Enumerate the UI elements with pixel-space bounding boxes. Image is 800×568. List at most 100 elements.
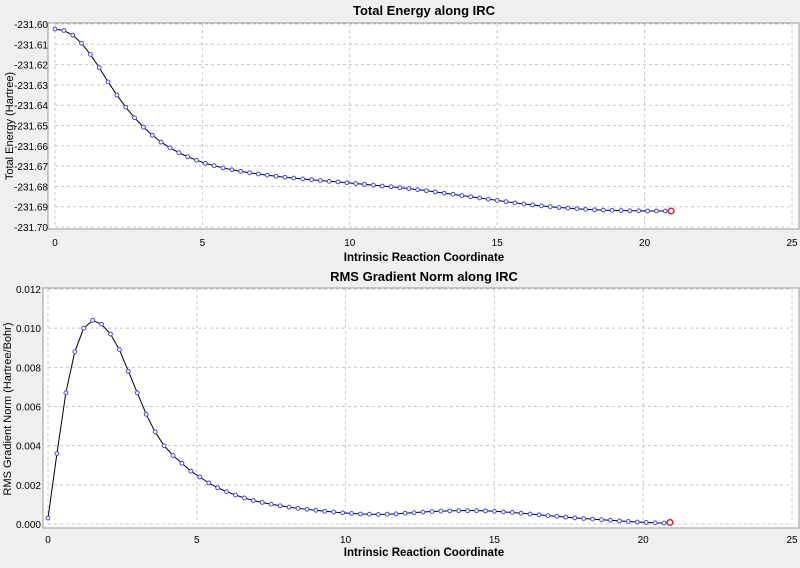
energy-data-point [574,206,580,212]
energy-y-tick-label: -231.66 [14,142,48,153]
gradient-x-tick-label: 25 [786,535,798,546]
gradient-data-point [375,512,381,517]
gradient-chart-title: RMS Gradient Norm along IRC [330,269,518,284]
energy-data-point [96,65,102,71]
energy-y-ticks: -231.60 -231.61 -231.62 -231.63 -231.64 -231.… [14,20,48,234]
energy-data-point [653,208,659,214]
gradient-data-point [536,512,542,518]
energy-data-point [300,176,306,182]
energy-y-tick-label: -231.62 [14,61,48,72]
energy-data-point [397,185,403,191]
energy-data-point [273,173,279,179]
gradient-data-point [117,347,122,353]
energy-data-point [61,28,67,33]
energy-data-point [565,205,571,211]
energy-data-point [149,132,155,138]
gradient-data-point [509,510,515,515]
gradient-y-tick-label: 0.012 [16,285,41,296]
energy-data-point [521,201,527,207]
gradient-data-point [661,520,667,526]
gradient-data-point [63,390,69,396]
gradient-y-tick-label: 0.006 [16,403,41,414]
energy-data-point [105,79,111,85]
energy-data-point [264,172,270,178]
gradient-series [45,317,674,526]
energy-y-tick-label: -231.60 [14,20,48,31]
gradient-data-point [179,460,185,466]
energy-data-point [282,174,288,180]
energy-x-tick-label: 10 [344,238,356,249]
gradient-data-point [170,453,176,458]
gradient-data-point [527,511,533,517]
gradient-data-point [99,321,104,327]
energy-y-tick-label: -231.65 [14,122,48,133]
energy-data-point [362,181,367,187]
energy-y-tick-label: -231.64 [14,101,48,112]
gradient-data-point [81,325,87,331]
gradient-data-point [295,505,301,511]
energy-data-point [600,207,606,213]
energy-y-axis-label: Total Energy (Hartree) [4,72,16,180]
energy-data-point [114,92,120,98]
gradient-data-point [54,451,60,456]
energy-data-point [52,26,58,32]
gradient-data-point [616,518,622,524]
energy-data-point [468,194,474,200]
gradient-data-point [456,508,462,514]
gradient-x-tick-label: 0 [45,535,51,546]
gradient-data-point [143,411,149,417]
gradient-data-point [125,368,131,374]
gradient-data-point [152,429,158,435]
gradient-data-point [393,511,399,517]
gradient-x-tick-label: 15 [489,535,501,546]
energy-data-point [592,207,597,213]
energy-x-tick-label: 5 [200,238,206,249]
gradient-data-point [268,501,274,507]
energy-data-point [627,208,633,214]
energy-data-point [194,157,199,163]
energy-data-point [441,190,447,196]
gradient-data-point [563,514,569,520]
energy-data-point [335,179,341,185]
gradient-chart: RMS Gradient Norm along IRC 0.0000.0020.… [2,269,800,559]
energy-data-point [309,177,314,183]
energy-data-point [158,139,164,145]
gradient-data-point [465,508,471,514]
gradient-data-point [358,511,363,517]
gradient-y-tick-label: 0.000 [16,520,41,531]
energy-data-point [415,187,421,193]
gradient-data-point [492,508,497,514]
energy-y-tick-label: -231.67 [14,162,48,173]
energy-current-point[interactable] [667,207,675,215]
gradient-current-point[interactable] [666,518,674,526]
gradient-data-point [331,509,337,515]
energy-data-point [459,193,465,198]
gradient-data-point [625,519,631,524]
energy-x-axis-label: Intrinsic Reaction Coordinate [344,252,504,264]
energy-data-point [176,150,182,156]
energy-y-tick-label: -231.61 [14,40,48,51]
energy-data-point [609,207,615,213]
gradient-data-point [304,506,310,512]
energy-chart: Total Energy along IRC -231.60-231.61-23… [4,3,800,264]
energy-x-tick-label: 0 [52,238,58,249]
gradient-data-point [277,503,283,509]
gradient-data-point [518,510,524,516]
gradient-data-point [402,510,408,516]
energy-data-point [477,195,482,201]
energy-data-point [539,203,544,209]
energy-data-point [512,200,518,206]
gradient-data-point [134,390,140,396]
gradient-data-point [643,520,649,525]
gradient-data-point [233,492,238,498]
gradient-data-point [554,513,560,519]
gradient-data-point [581,516,587,521]
gradient-data-point [608,517,613,523]
gradient-y-tick-label: 0.010 [16,324,41,335]
energy-data-point [530,202,535,208]
energy-data-point [379,183,385,189]
gradient-data-point [572,515,578,521]
energy-x-ticks: 0 5 10 15 20 25 [52,238,798,249]
